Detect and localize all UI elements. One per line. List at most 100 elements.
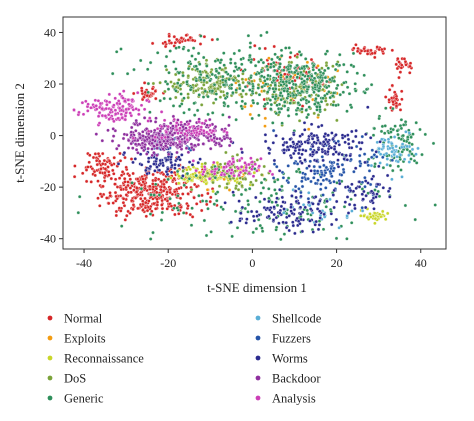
data-point	[243, 206, 248, 211]
data-point	[250, 89, 255, 94]
data-point	[111, 201, 115, 205]
data-point	[269, 102, 274, 107]
data-point	[89, 106, 93, 110]
data-point	[107, 117, 111, 121]
data-point	[295, 216, 299, 221]
data-point	[313, 195, 318, 199]
data-point	[329, 146, 334, 150]
data-point	[222, 165, 226, 169]
data-point	[297, 144, 302, 149]
data-point	[190, 206, 194, 210]
data-point	[396, 56, 400, 61]
data-point	[165, 82, 170, 86]
data-point	[246, 210, 250, 214]
data-point	[168, 196, 172, 201]
data-point	[292, 132, 296, 137]
data-point	[194, 64, 198, 68]
data-point	[274, 215, 279, 220]
data-point	[277, 169, 282, 173]
data-point	[143, 196, 147, 201]
data-point	[354, 128, 358, 133]
data-point	[167, 70, 171, 75]
legend-marker	[47, 335, 53, 341]
data-point	[244, 221, 248, 225]
data-point	[219, 205, 223, 209]
data-point	[309, 169, 313, 173]
data-point	[166, 124, 170, 129]
data-point	[142, 138, 147, 143]
data-point	[270, 57, 274, 62]
data-point	[106, 170, 111, 174]
data-point	[218, 95, 223, 99]
data-point	[316, 178, 320, 182]
data-point	[153, 135, 157, 139]
data-point	[359, 49, 364, 53]
data-point	[247, 171, 251, 176]
data-point	[375, 192, 379, 196]
data-point	[215, 190, 220, 194]
data-point	[126, 190, 131, 195]
data-point	[337, 143, 342, 147]
data-point	[407, 141, 412, 145]
data-point	[328, 169, 332, 174]
data-point	[381, 186, 386, 190]
data-point	[345, 158, 350, 162]
data-point	[139, 103, 144, 108]
data-point	[346, 133, 350, 137]
data-point	[254, 226, 259, 231]
data-point	[122, 132, 127, 137]
data-point	[353, 193, 357, 197]
legend-marker	[255, 315, 261, 321]
data-point	[145, 208, 150, 213]
data-point	[321, 193, 325, 197]
data-point	[122, 150, 127, 155]
data-point	[338, 92, 342, 97]
data-point	[194, 79, 199, 83]
data-point	[229, 57, 233, 62]
data-point	[176, 181, 181, 186]
data-point	[251, 214, 256, 219]
data-point	[100, 194, 104, 199]
data-point	[205, 188, 210, 192]
data-point	[397, 75, 401, 80]
data-point	[331, 103, 335, 107]
legend-item-worms: Worms	[255, 352, 308, 366]
legend-marker	[47, 355, 53, 361]
data-point	[184, 185, 189, 190]
data-point	[237, 199, 241, 203]
x-tick-label: 40	[415, 256, 427, 270]
data-point	[297, 50, 302, 54]
data-point	[277, 65, 282, 69]
data-point	[133, 157, 138, 161]
data-point	[412, 159, 417, 163]
data-point	[119, 224, 124, 228]
data-point	[214, 75, 219, 80]
data-point	[153, 178, 158, 183]
data-point	[378, 140, 382, 144]
data-point	[187, 107, 191, 112]
data-point	[279, 83, 283, 87]
data-point	[232, 173, 236, 178]
data-point	[350, 129, 354, 134]
data-point	[403, 203, 408, 208]
data-point	[333, 67, 338, 72]
data-point	[136, 138, 140, 143]
data-point	[255, 214, 259, 218]
data-point	[213, 167, 218, 172]
data-point	[121, 136, 126, 141]
data-point	[103, 173, 108, 178]
data-point	[183, 139, 187, 144]
data-point	[138, 152, 143, 156]
data-point	[235, 153, 240, 157]
data-point	[111, 127, 115, 131]
data-point	[279, 48, 284, 53]
data-point	[163, 44, 168, 49]
data-point	[96, 151, 101, 156]
data-point	[299, 53, 303, 57]
data-point	[206, 191, 210, 196]
data-point	[169, 170, 174, 175]
series-backdoor	[94, 114, 244, 158]
data-point	[102, 179, 107, 183]
data-point	[240, 77, 245, 81]
data-point	[369, 189, 374, 194]
